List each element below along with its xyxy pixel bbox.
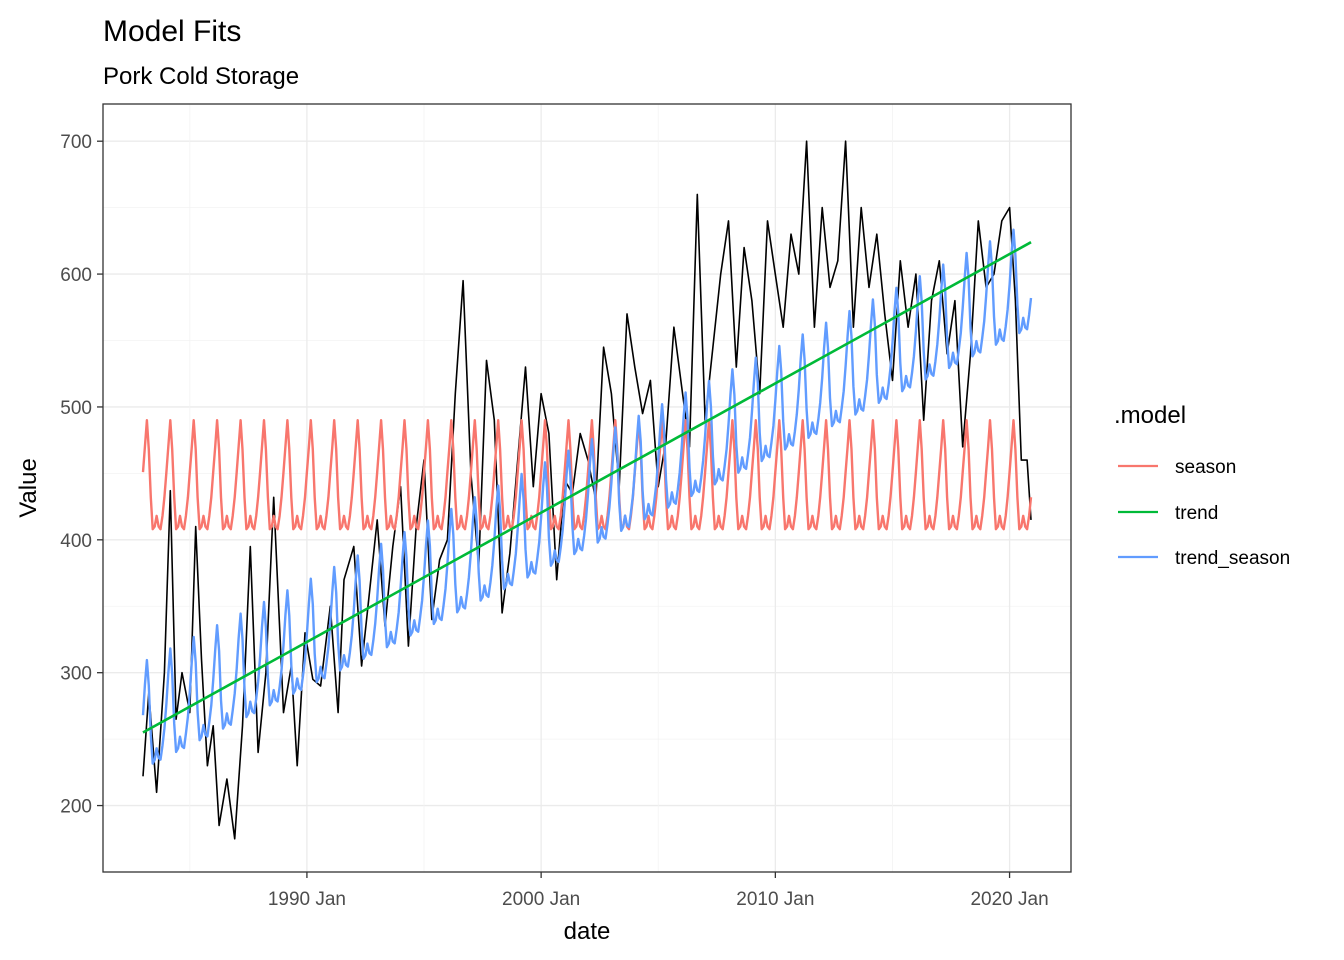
legend: .model season trend trend_season [1114,402,1290,569]
panel-border [102,103,1072,873]
y-tick-label: 300 [60,664,92,685]
y-tick-label: 200 [60,797,92,818]
x-tick-label: 2000 Jan [502,889,580,910]
series-line-trend [142,241,1032,734]
y-tick-label: 500 [60,398,92,419]
legend-label-trend: trend [1175,503,1218,524]
ticks: 200 300 400 500 600 700 1990 Jan 2000 Jan 2010 J… [60,132,1048,910]
series-line-season [141,419,1033,531]
series-layer [141,140,1033,840]
y-tick-label: 400 [60,531,92,552]
y-tick-label: 700 [60,132,92,153]
chart-title: Model Fits [103,15,241,48]
series-line-trend-season [141,228,1033,765]
legend-label-season: season [1175,457,1236,478]
legend-title: .model [1114,402,1186,429]
chart-subtitle: Pork Cold Storage [103,63,299,90]
x-tick-label: 2020 Jan [970,889,1048,910]
series-line-actual [142,140,1032,840]
x-tick-label: 1990 Jan [268,889,346,910]
y-axis-label: Value [15,458,42,518]
x-tick-label: 2010 Jan [736,889,814,910]
legend-label-trend-season: trend_season [1175,548,1290,569]
x-axis-label: date [564,918,611,945]
y-tick-label: 600 [60,265,92,286]
